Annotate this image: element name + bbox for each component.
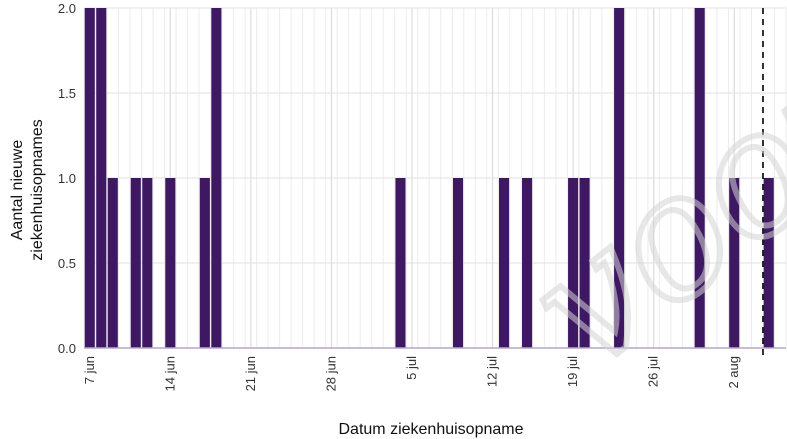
x-tick-label: 12 jul [485, 356, 500, 387]
bar [107, 178, 118, 348]
y-tick-label: 2.0 [58, 1, 76, 16]
x-tick-label: 26 jul [646, 356, 661, 387]
bar [522, 178, 533, 348]
y-tick-label: 1.5 [58, 86, 76, 101]
x-tick-label: 19 jul [565, 356, 580, 387]
bar [211, 8, 222, 348]
bar [199, 178, 210, 348]
x-tick-label: 28 jun [323, 356, 338, 391]
y-tick-labels: 0.0 0.5 1.0 1.5 2.0 [58, 1, 76, 356]
bar [96, 8, 107, 348]
y-tick-label: 0.0 [58, 341, 76, 356]
bar [694, 8, 705, 348]
bar [763, 178, 774, 348]
bar [498, 178, 510, 348]
x-tick-label: 14 jun [162, 356, 177, 391]
bar [568, 178, 579, 348]
y-axis-title: Aantal nieuwe ziekenhuisopnames [9, 119, 46, 260]
bar [395, 178, 406, 348]
y-tick-label: 0.5 [58, 256, 76, 271]
x-tick-label: 2 aug [726, 356, 741, 389]
x-tick-label: 21 jun [243, 356, 258, 391]
x-tick-labels: 7 jun 14 jun 21 jun 28 jun 5 jul 12 jul 19 jul… [82, 356, 741, 392]
x-tick-label: 7 jun [82, 356, 97, 384]
y-axis-title-line-2: ziekenhuisopnames [29, 119, 46, 260]
bar [614, 8, 625, 348]
bar [130, 178, 141, 348]
bar [165, 178, 176, 348]
bar [729, 178, 740, 348]
y-tick-label: 1.0 [58, 171, 76, 186]
y-axis-title-line-1: Aantal nieuwe [9, 140, 26, 241]
bar [142, 178, 153, 348]
x-tick-label: 5 jul [404, 356, 419, 380]
x-axis-title: Datum ziekenhuisopname [339, 421, 524, 438]
bar [579, 178, 590, 348]
watermark: voorlopig [494, 0, 787, 407]
bar [452, 178, 464, 348]
grid [83, 7, 787, 349]
bar [84, 8, 95, 348]
bars [84, 8, 774, 348]
